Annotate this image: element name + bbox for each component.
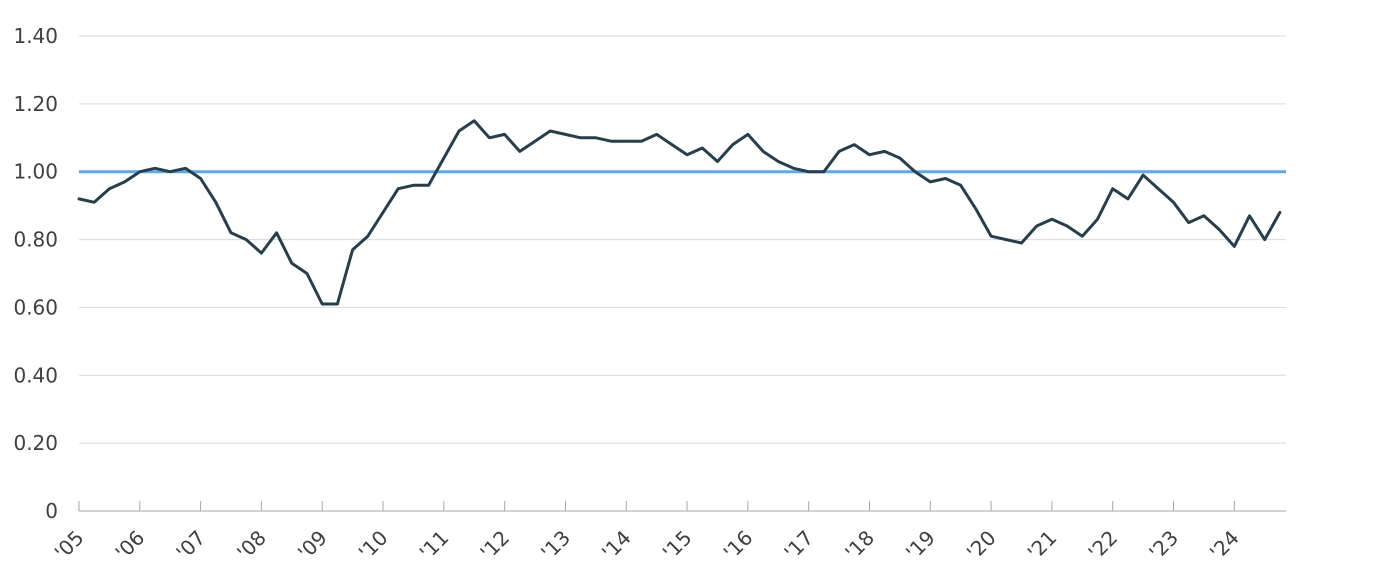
x-tick-label: '16 — [719, 526, 758, 565]
y-tick-label: 1.40 — [13, 24, 58, 48]
x-tick-label: '21 — [1023, 526, 1062, 565]
x-tick-label: '12 — [475, 526, 514, 565]
y-tick-label: 0.40 — [13, 363, 58, 387]
y-tick-label: 0 — [45, 499, 58, 523]
x-tick-label: '11 — [415, 526, 454, 565]
x-tick-label: '09 — [293, 526, 332, 565]
x-tick-label: '19 — [901, 526, 940, 565]
y-axis-labels: 0 0.20 0.40 0.60 0.80 1.00 1.20 1.40 — [13, 24, 58, 523]
x-tick-label: '24 — [1205, 526, 1244, 565]
y-tick-label: 0.60 — [13, 295, 58, 319]
x-tick-label: '23 — [1144, 526, 1183, 565]
x-tick-label: '17 — [779, 526, 818, 565]
x-tick-label: '22 — [1083, 526, 1122, 565]
x-tick-label: '15 — [658, 526, 697, 565]
gridlines — [79, 35, 1286, 444]
x-tick-label: '18 — [840, 526, 879, 565]
x-tick-label: '07 — [171, 526, 210, 565]
x-tick-label: '20 — [962, 526, 1001, 565]
y-tick-label: 0.80 — [13, 228, 58, 252]
x-tick-label: '05 — [50, 526, 89, 565]
series-layer — [77, 119, 1282, 306]
x-axis-labels: '05 '06 '07 '08 '09 '10 '11 '12 '13 '14 '15 '16 '17 '… — [50, 526, 1244, 565]
x-tick-label: '14 — [597, 526, 636, 565]
x-axis — [78, 501, 1286, 512]
x-tick-label: '10 — [354, 526, 393, 565]
series-line — [77, 119, 1282, 306]
y-tick-label: 1.20 — [13, 92, 58, 116]
x-tick-label: '08 — [232, 526, 271, 565]
x-tick-label: '06 — [110, 526, 149, 565]
x-tick-label: '13 — [536, 526, 575, 565]
y-tick-label: 1.00 — [13, 160, 58, 184]
y-tick-label: 0.20 — [13, 431, 58, 455]
